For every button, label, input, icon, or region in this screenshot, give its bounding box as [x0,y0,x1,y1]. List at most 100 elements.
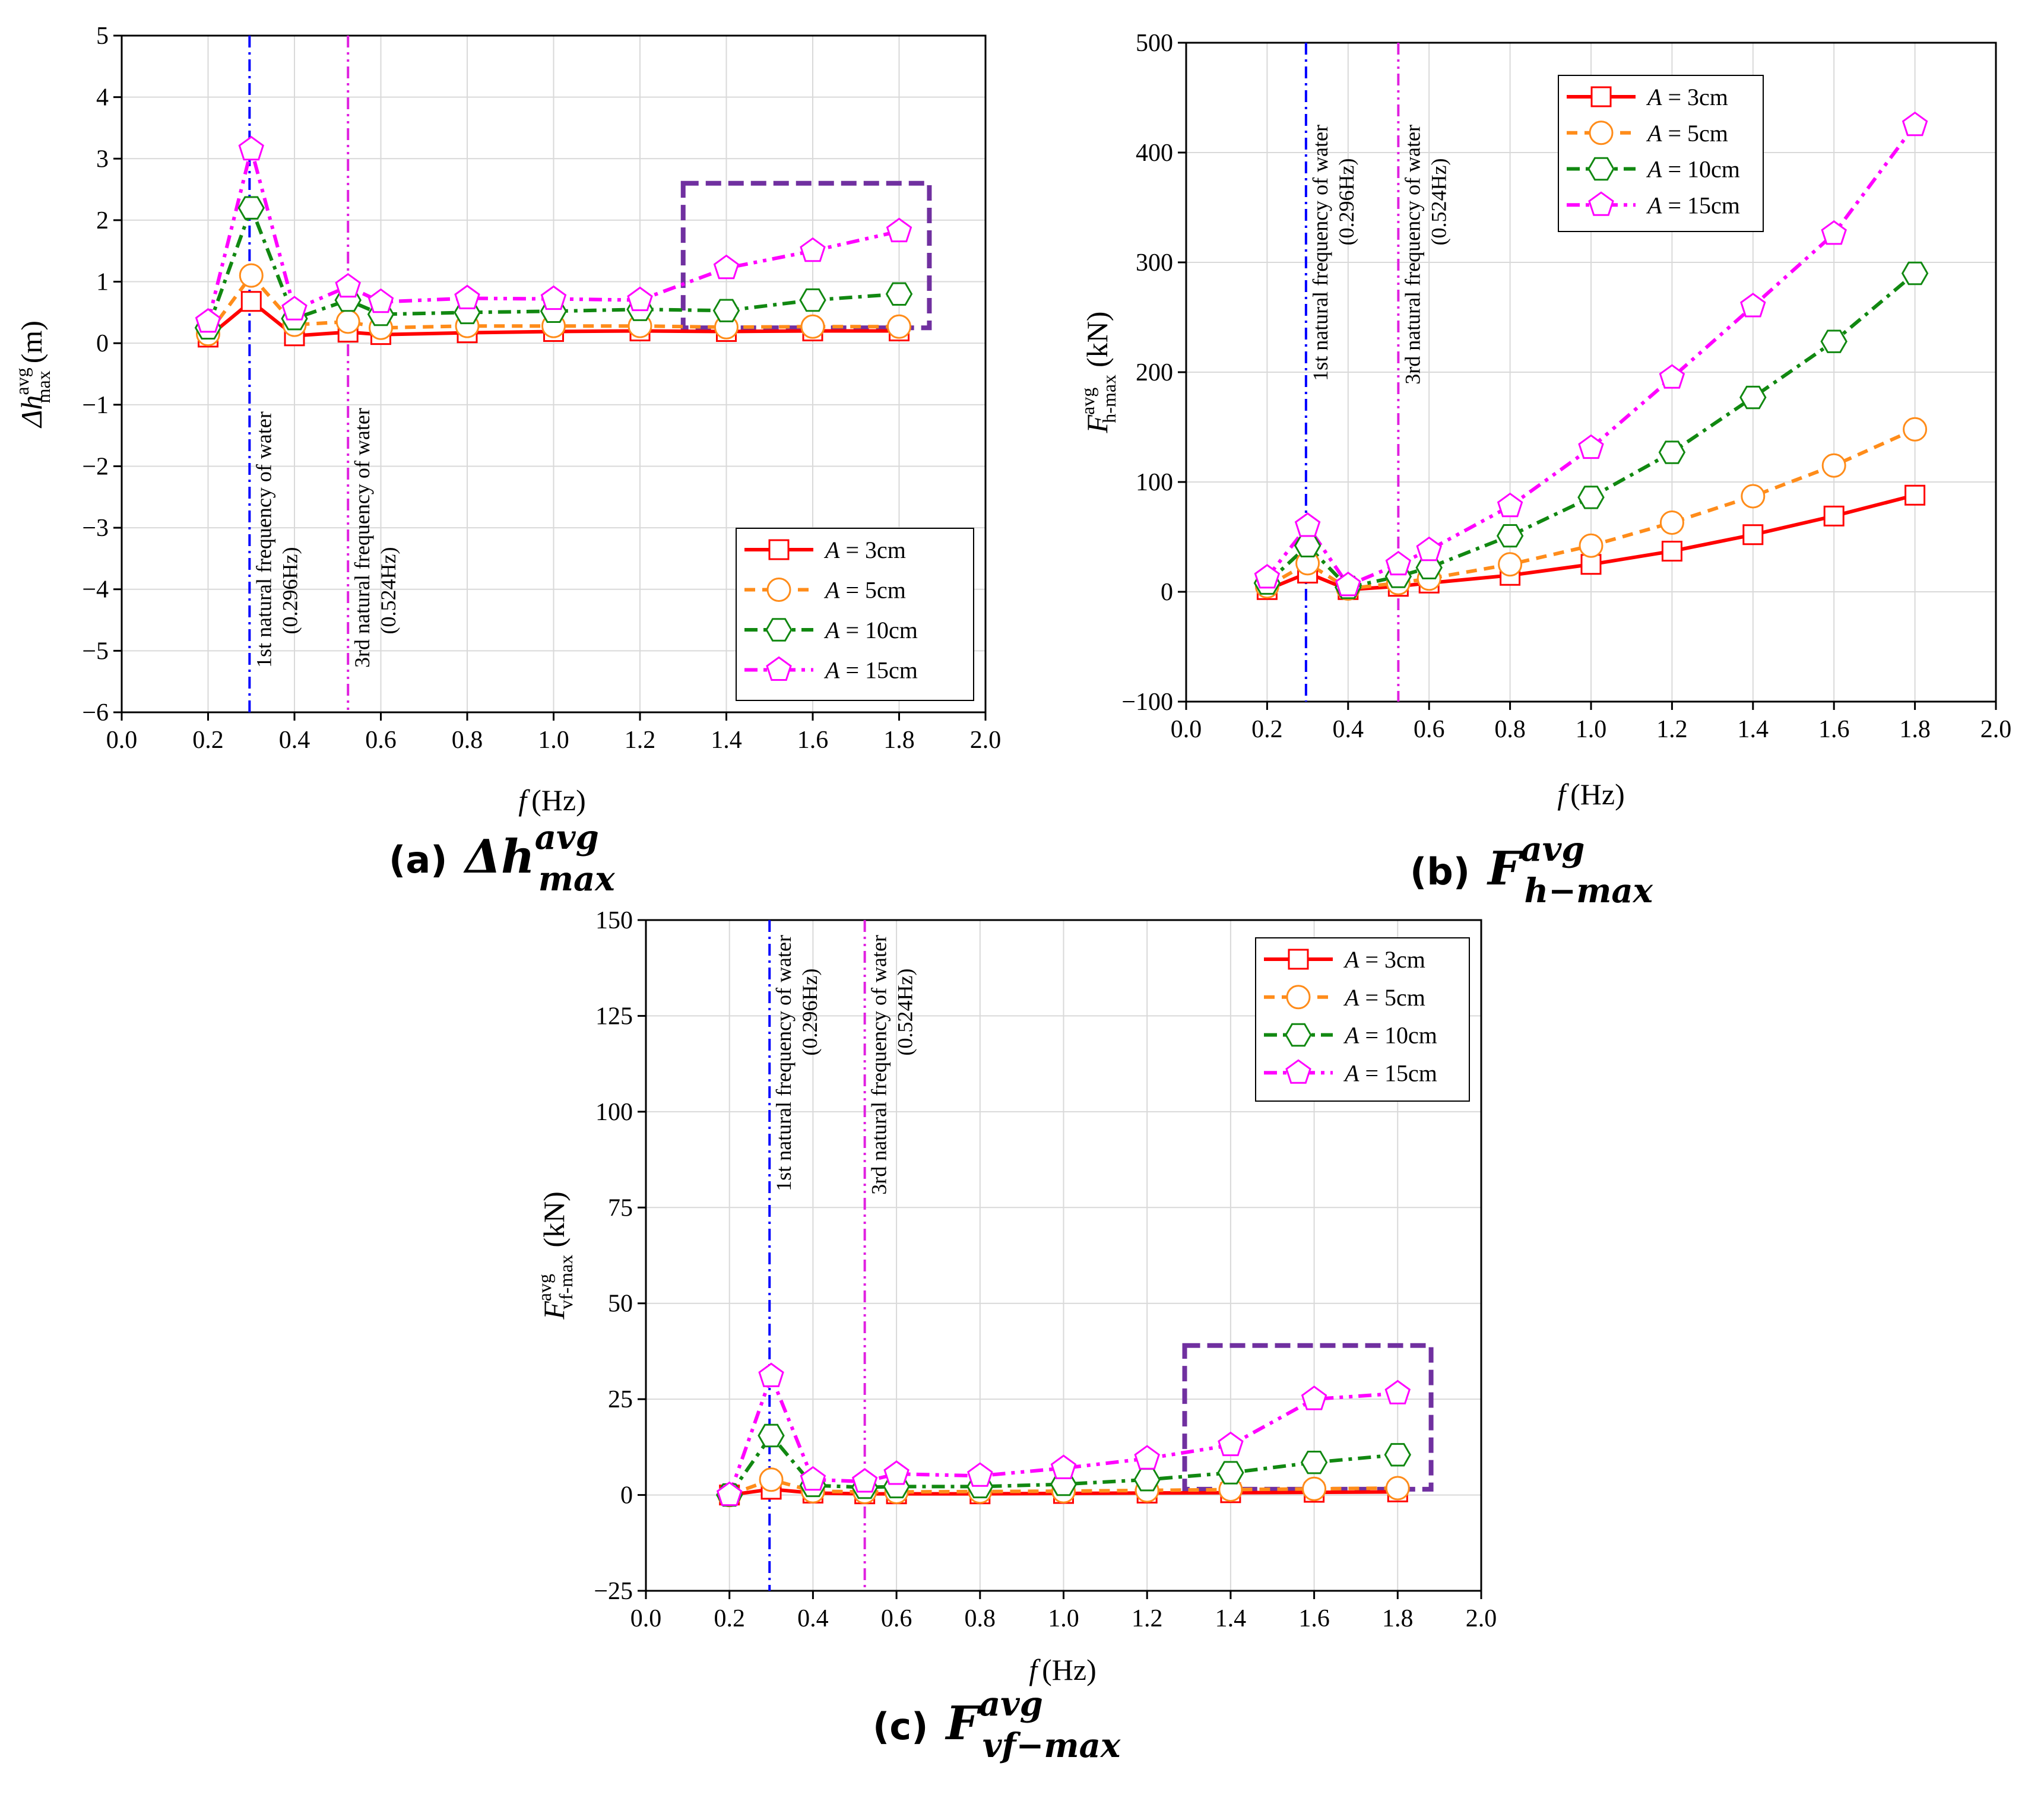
a-xtick-label: 1.0 [538,727,569,754]
a-legend-marker-3 [765,618,793,642]
a-xtick-label: 1.2 [625,727,656,754]
a-ylabel-sup: avg [11,367,33,395]
c-legend-text-2: = 5cm [1359,984,1425,1011]
c-ytick-label: 125 [595,1003,633,1030]
c-series-4-point [1384,1379,1411,1404]
a-legend-marker-1 [768,539,790,560]
b-xtick-label: 1.0 [1576,716,1607,743]
b-caption-main: F [1487,842,1523,896]
b-series-3-point [1658,440,1686,464]
c-series-3-point [758,1423,785,1448]
b-series-4-point [1497,492,1523,518]
c-xtick-label: 0.0 [630,1605,662,1632]
c-xtick-label: 1.4 [1215,1605,1247,1632]
b-legend-text-2: = 5cm [1662,120,1728,147]
b-ylabel-sub: h-max [1098,375,1120,423]
b-series-4-point [1294,512,1321,537]
b-legend-label-4: A = 15cm [1646,192,1740,218]
a-xlabel-unit: (Hz) [531,784,586,817]
a-xtick-label: 0.4 [279,727,310,754]
b-vline-1-label-line2: (0.296Hz) [1335,158,1358,246]
b-series-2-point [1579,533,1603,558]
a-series-2-point [239,263,264,288]
a-legend-var-1: A [823,537,840,563]
b-series-1-point [1661,541,1682,562]
c-ylabel-unit: (kN) [537,1191,571,1247]
c-legend-marker-3 [1285,1023,1312,1047]
b-series-1-point [1742,524,1764,546]
c-series-4-point [800,1466,826,1491]
a-xtick-label: 2.0 [970,727,1002,754]
b-series-2-point [1498,552,1523,577]
c-legend-label-1: A = 3cm [1343,946,1425,973]
b-caption-sup: avg [1520,830,1585,869]
a-xtick-label: 0.0 [106,727,138,754]
c-vline-2-label-line2: (0.524Hz) [893,969,917,1056]
a-legend-var-4: A [823,657,840,684]
a-legend-label-4: A = 15cm [823,657,918,684]
a-series-4-point [335,272,361,298]
c-series-4-point [758,1362,784,1387]
c-series-2-point [759,1467,784,1492]
a-legend-label-3: A = 10cm [823,617,918,643]
c-highlight-box [1182,1343,1434,1492]
b-series-2-point [1821,453,1846,478]
b-series-3-point [1496,524,1524,548]
c-xtick-label: 1.8 [1382,1605,1414,1632]
panel-c-chart: 0.0 0.2 0.4 0.6 0.8 1.0 1.2 1.4 1.6 1.8 2.0 −25 0 25 5… [534,907,1497,1765]
b-series-3-line [1266,272,1916,589]
c-legend-text-3: = 10cm [1359,1022,1437,1049]
c-series-3-point [1217,1461,1244,1485]
c-xtick-label: 2.0 [1466,1605,1497,1632]
a-vline-1-label-line1: 1st natural frequency of water [252,411,275,668]
b-legend-var-2: A [1646,120,1662,147]
b-series-4-point [1902,111,1928,137]
c-series-4-point [1134,1445,1160,1470]
a-series-2-point [887,314,911,339]
a-series-4-point [281,296,308,321]
a-legend-marker-4 [766,656,792,681]
c-ytick-label: 150 [595,907,633,934]
c-series-4-point [1218,1431,1244,1457]
c-xtick-label: 1.6 [1298,1605,1330,1632]
c-legend-text-1: = 3cm [1359,946,1425,973]
b-xlabel-var: f [1557,778,1569,811]
b-xlabel-unit: (Hz) [1570,778,1625,811]
c-legend-var-2: A [1343,984,1360,1011]
b-xtick-label: 1.6 [1818,716,1850,743]
a-series-2-point [335,309,360,334]
a-ytick-label: 1 [96,269,109,296]
b-legend-marker-1 [1590,86,1612,107]
c-xlabel-var: f [1029,1653,1041,1686]
b-caption: (b) Favg h−max [1410,830,1653,911]
b-series-4-point [1659,364,1685,389]
c-legend-text-4: = 15cm [1359,1060,1437,1086]
a-legend-text-1: = 3cm [839,537,905,563]
c-ylabel: Favgvf-max (kN) [534,1191,576,1320]
b-ytick-label: 0 [1161,579,1173,606]
b-series-1-point [1904,484,1926,506]
b-series-3-point [1577,486,1605,509]
c-xtick-label: 0.8 [965,1605,996,1632]
b-ylabel-unit: (kN) [1080,312,1114,367]
b-legend-text-1: = 3cm [1662,84,1728,110]
c-xtick-label: 1.2 [1132,1605,1163,1632]
a-series-4-point [454,284,480,309]
b-ytick-label: 500 [1136,30,1173,57]
b-series-4-point [1740,293,1766,318]
c-ylabel-sup: avg [534,1274,555,1301]
c-legend-var-3: A [1343,1022,1360,1049]
c-vline-1-label-line1: 1st natural frequency of water [772,935,796,1191]
a-ytick-label: 5 [96,23,109,50]
a-vline-2-label-line1: 3rd natural frequency of water [350,408,374,668]
c-series-4-line [727,1371,1398,1496]
a-legend-var-3: A [823,617,840,643]
b-ylabel-sup: avg [1077,388,1098,415]
a-series-4-point [195,308,221,333]
a-vline-1-label: 1st natural frequency of water (0.296Hz) [252,411,302,668]
a-series-4-point [367,288,394,313]
panel-a-chart: 0.0 0.2 0.4 0.6 0.8 1.0 1.2 1.4 1.6 1.8 2.0 −6 −5 −4 −… [11,23,1001,899]
a-xtick-label: 1.4 [711,727,742,754]
b-legend-marker-4 [1588,191,1614,216]
